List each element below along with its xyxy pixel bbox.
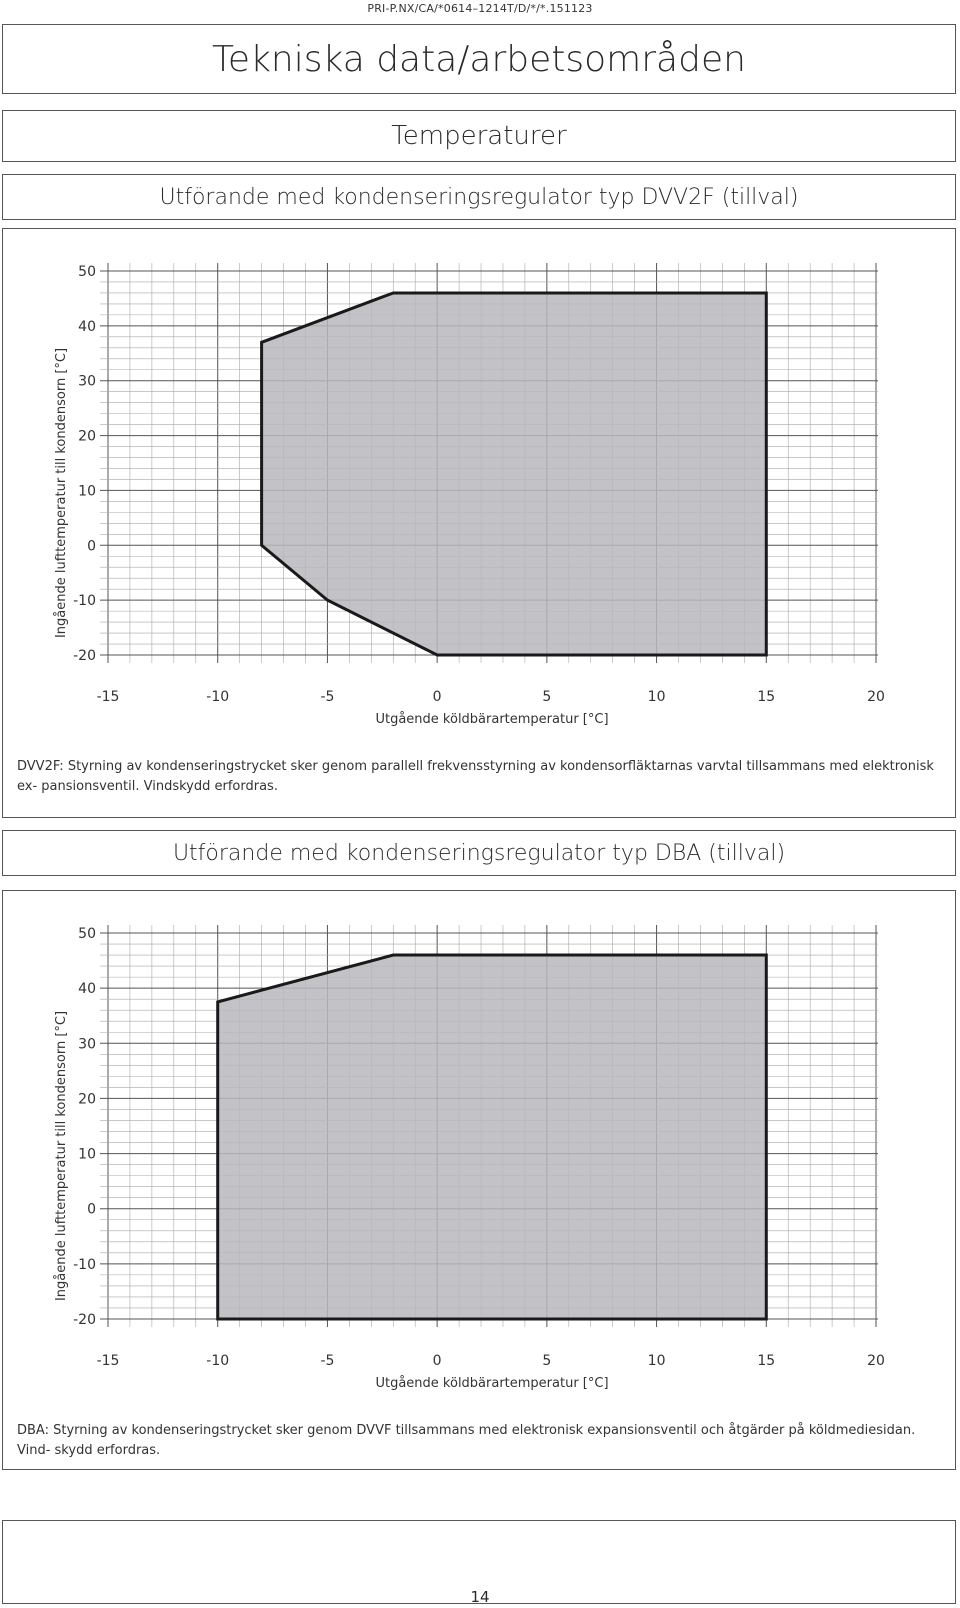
y-tick-label: 50 <box>78 264 96 280</box>
y-axis-label: Ingående lufttemperatur till kondensorn … <box>54 348 69 638</box>
chart2-panel: 50 40 30 20 10 0 -10 -20 -15 -10 -5 0 5 10 15 20 Utgåend… <box>2 890 956 1470</box>
y-tick-label: 10 <box>78 483 96 499</box>
y-tick-label: 40 <box>78 319 96 335</box>
x-tick-label: -15 <box>97 689 120 705</box>
operating-area <box>216 953 768 1321</box>
x-tick-label: 10 <box>648 689 666 705</box>
x-tick-label: -15 <box>97 1353 120 1369</box>
chart2-note: DBA: Styrning av kondenseringstrycket sk… <box>17 1423 916 1458</box>
y-tick-label: 40 <box>78 981 96 997</box>
footer-box <box>2 1520 956 1604</box>
x-tick-label: 20 <box>867 689 885 705</box>
chart1-note: DVV2F: Styrning av kondenseringstrycket … <box>17 759 934 794</box>
y-tick-label: -10 <box>73 1257 96 1273</box>
y-axis-label: Ingående lufttemperatur till kondensorn … <box>54 1011 69 1301</box>
x-tick-label: 10 <box>648 1353 666 1369</box>
chart2-heading: Utförande med kondenseringsregulator typ… <box>2 830 956 876</box>
y-tick-label: -10 <box>73 593 96 609</box>
y-tick-label: 50 <box>78 926 96 942</box>
x-tick-label: 5 <box>542 689 551 705</box>
y-tick-label: 20 <box>78 429 96 445</box>
x-tick-label: 0 <box>433 689 442 705</box>
x-tick-label: -5 <box>320 1353 334 1369</box>
x-axis-label: Utgående köldbärartemperatur [°C] <box>375 1376 608 1391</box>
x-tick-label: 15 <box>757 1353 775 1369</box>
y-tick-label: -20 <box>73 648 96 664</box>
y-tick-label: 0 <box>87 538 96 554</box>
x-tick-label: 5 <box>542 1353 551 1369</box>
page-title: Tekniska data/arbetsområden <box>2 24 956 94</box>
x-tick-label: 15 <box>757 689 775 705</box>
x-tick-label: 20 <box>867 1353 885 1369</box>
x-tick-label: -10 <box>206 1353 229 1369</box>
y-tick-label: 30 <box>78 374 96 390</box>
chart2-plot: 50 40 30 20 10 0 -10 -20 -15 -10 -5 0 5 10 15 20 Utgåend… <box>54 925 885 1391</box>
chart1-panel: 50 40 30 20 10 0 -10 -20 -15 -10 -5 0 5 10 15 20 Utgåend… <box>2 228 956 818</box>
x-axis-label: Utgående köldbärartemperatur [°C] <box>375 712 608 727</box>
x-tick-label: -5 <box>320 689 334 705</box>
operating-area <box>260 291 768 657</box>
x-tick-label: 0 <box>433 1353 442 1369</box>
y-tick-label: 10 <box>78 1147 96 1163</box>
x-tick-label: -10 <box>206 689 229 705</box>
y-tick-label: -20 <box>73 1312 96 1328</box>
y-tick-label: 30 <box>78 1036 96 1052</box>
chart1-plot: 50 40 30 20 10 0 -10 -20 -15 -10 -5 0 5 10 15 20 Utgåend… <box>54 263 885 727</box>
document-code: PRI-P.NX/CA/*0614–1214T/D/*/*.151123 <box>367 2 593 15</box>
y-tick-label: 20 <box>78 1091 96 1107</box>
page-number: 14 <box>470 1588 490 1606</box>
chart1-heading: Utförande med kondenseringsregulator typ… <box>2 174 956 220</box>
section-title: Temperaturer <box>2 110 956 162</box>
y-tick-label: 0 <box>87 1202 96 1218</box>
